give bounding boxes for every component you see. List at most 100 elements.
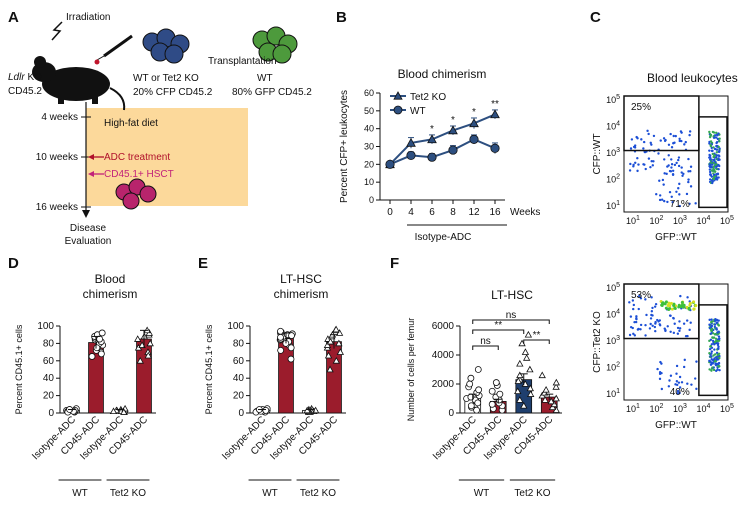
bar-data-point [475, 386, 483, 394]
flow-event [678, 329, 681, 333]
donor-gfp-line2: 80% GFP CD45.2 [232, 87, 312, 98]
flow-event [643, 163, 646, 166]
bar-ylabel: Percent CD45.1+ cells [14, 324, 24, 414]
flow-event [715, 321, 718, 324]
gfp-cells-icon [252, 26, 298, 64]
flow-event [633, 144, 637, 147]
flow-event [673, 307, 677, 311]
flow-event [632, 332, 635, 336]
flow-event [710, 352, 713, 355]
flow-event [640, 138, 643, 141]
flow-tick-base: 10 [697, 404, 707, 414]
flow-event [662, 137, 666, 140]
flow-event [650, 143, 653, 146]
flow-tick-exponent: 5 [616, 94, 620, 101]
chart-b-point [427, 134, 437, 144]
flow-event [666, 200, 669, 204]
flow-event [629, 325, 633, 329]
bar-data-point [98, 329, 106, 337]
flow-event [686, 296, 689, 299]
flow-event [711, 152, 714, 156]
flow-event [687, 157, 690, 161]
flow-event [657, 152, 660, 155]
flow-event [710, 343, 714, 346]
bar-group-label: Tet2 KO [300, 488, 336, 499]
diet-label: High-fat diet [104, 118, 158, 129]
bar-ytick-label: 20 [233, 391, 245, 402]
flow-event [717, 167, 720, 171]
flow-event [685, 319, 689, 322]
bar-ytick-label: 60 [233, 356, 245, 367]
flow-event [718, 140, 721, 143]
flow-event [687, 170, 690, 173]
chart-b-ytick-label: 50 [364, 106, 374, 116]
flow-event [651, 164, 655, 167]
flow-event [676, 389, 680, 393]
syringe-icon [94, 34, 133, 65]
bar-data-point [516, 396, 524, 403]
flow-event [715, 151, 719, 154]
flow-xtick-label: 104 [697, 403, 711, 414]
flow-event [652, 134, 656, 138]
chart-e-title-2: chimerism [274, 287, 329, 301]
bar-data-point [134, 335, 142, 342]
flow-tick-base: 10 [720, 216, 730, 226]
flow-event [713, 147, 717, 151]
flow-tick-base: 10 [606, 336, 616, 346]
flow-event [675, 380, 679, 383]
flow-event [710, 166, 713, 169]
flow-gate-upper-label: 25% [631, 102, 651, 113]
flow-tick-exponent: 2 [660, 215, 664, 222]
panel-f-label: F [390, 255, 399, 272]
flow-event [658, 371, 662, 374]
flow-tick-base: 10 [650, 404, 660, 414]
bar-data-point [541, 396, 549, 403]
bar-data-point [288, 332, 295, 339]
flow-event [636, 137, 639, 140]
flow-event [715, 178, 719, 181]
lightning-icon [51, 21, 63, 41]
flow-event [670, 307, 674, 311]
recipient-genotype: Ldlr KO [8, 72, 42, 83]
flow-event [717, 347, 720, 350]
flow-event [708, 130, 711, 134]
bar-data-point [521, 348, 530, 355]
flow-event [676, 326, 680, 330]
flow-event [636, 156, 639, 160]
flow-tick-exponent: 2 [616, 362, 620, 369]
flow-event [654, 302, 658, 306]
transplantation-label: Transplantation [208, 56, 277, 67]
flow-event [714, 170, 717, 173]
flow-event [694, 202, 697, 205]
bar-data-point [287, 344, 295, 352]
bar-data-point [542, 385, 550, 393]
flow-event [674, 134, 677, 138]
flow-event [677, 158, 680, 162]
flow-event [680, 300, 684, 304]
flow-event [709, 328, 713, 332]
flow-event [671, 169, 675, 173]
chart-b-significance: * [472, 107, 476, 118]
chart-b-ytick-label: 10 [364, 177, 374, 187]
flow-event [660, 387, 664, 391]
flow-event [660, 303, 664, 307]
flow-event [709, 133, 713, 137]
flow-ytick-label: 105 [606, 282, 620, 293]
flow-event [712, 173, 716, 177]
flow-event [712, 161, 715, 165]
bar-data-point [527, 390, 535, 397]
endpoint-line2: Evaluation [65, 236, 112, 247]
chart-b-xtick-label: 16 [489, 207, 501, 218]
bar-data-point [552, 378, 561, 386]
flow-event [710, 355, 713, 358]
flow-event [715, 318, 719, 322]
flow-event [664, 306, 668, 310]
chart-f-title: LT-HSC [491, 288, 533, 302]
bar-ytick-label: 4000 [432, 350, 455, 361]
bar-ytick-label: 0 [238, 408, 244, 419]
flow-event [717, 163, 720, 167]
flow-event [681, 174, 684, 177]
flow-event [679, 294, 682, 298]
chart-b-legend-marker [393, 105, 403, 115]
bar-data-point [474, 366, 482, 373]
